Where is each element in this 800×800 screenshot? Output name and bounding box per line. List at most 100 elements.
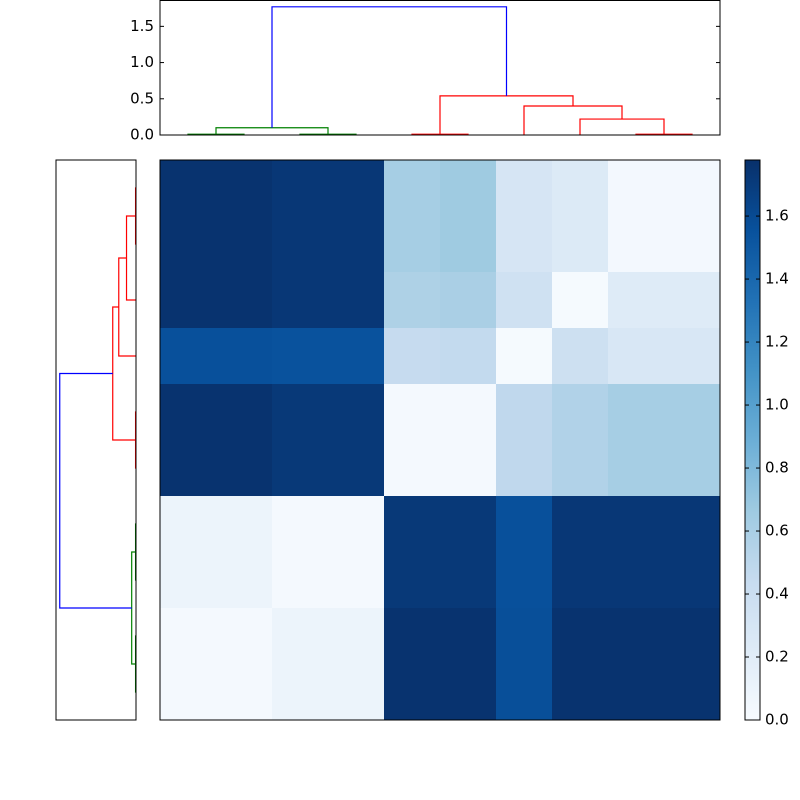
colorbar-tick-label: 1.2 [765, 333, 789, 351]
heatmap-cell [552, 272, 609, 329]
heatmap-cell [552, 440, 609, 497]
heatmap-cell [440, 664, 497, 721]
heatmap-cell [608, 664, 665, 721]
heatmap-cell [608, 160, 665, 217]
heatmap-cell [328, 496, 385, 553]
heatmap-cell [496, 272, 553, 329]
heatmap-cell [328, 608, 385, 665]
heatmap-cell [272, 496, 329, 553]
colorbar-tick-label: 1.4 [765, 270, 789, 288]
heatmap-cell [664, 216, 721, 273]
colorbar-tick-label: 0.4 [765, 585, 789, 603]
heatmap-cell [384, 440, 441, 497]
heatmap-cell [272, 328, 329, 385]
heatmap-cell [216, 664, 273, 721]
heatmap-cell [496, 440, 553, 497]
y-tick-label: 1.5 [130, 17, 154, 35]
heatmap-cell [440, 160, 497, 217]
colorbar-tick-label: 1.6 [765, 207, 789, 225]
heatmap-cell [272, 160, 329, 217]
heatmap-cell [160, 552, 217, 609]
heatmap-cell [608, 216, 665, 273]
heatmap-cell [496, 160, 553, 217]
dendrogram-link [215, 127, 329, 135]
heatmap-cell [664, 496, 721, 553]
dendrogram-link [125, 215, 136, 301]
heatmap-cell [216, 216, 273, 273]
heatmap-cell [384, 552, 441, 609]
heatmap-cell [216, 328, 273, 385]
heatmap-cell [160, 440, 217, 497]
heatmap-cell [160, 272, 217, 329]
heatmap-cell [160, 328, 217, 385]
dendrogram-link [523, 105, 623, 135]
axes-frame [55, 159, 137, 721]
heatmap-cell [328, 272, 385, 329]
colorbar-tick-label: 0.8 [765, 459, 789, 477]
heatmap-cell [160, 384, 217, 441]
heatmap-cell [664, 160, 721, 217]
axes-frame [159, 0, 721, 136]
heatmap-cell [496, 608, 553, 665]
heatmap-cell [384, 384, 441, 441]
colorbar [744, 159, 761, 721]
heatmap-cell [328, 664, 385, 721]
heatmap-cell [216, 272, 273, 329]
heatmap-cell [216, 552, 273, 609]
heatmap-cell [552, 608, 609, 665]
heatmap-cell [272, 608, 329, 665]
dendrogram-link [439, 95, 574, 135]
heatmap-cell [216, 384, 273, 441]
heatmap-cell [384, 664, 441, 721]
dendrogram-link [271, 6, 508, 128]
heatmap-cell [608, 552, 665, 609]
heatmap-cell [272, 664, 329, 721]
heatmap-cell [440, 216, 497, 273]
heatmap-cell [160, 608, 217, 665]
heatmap-cell [608, 440, 665, 497]
colorbar-tick-label: 1.0 [765, 396, 789, 414]
heatmap-cell [328, 552, 385, 609]
heatmap-cell [216, 496, 273, 553]
heatmap-cell [272, 552, 329, 609]
heatmap-cell [664, 328, 721, 385]
heatmap-cell [272, 384, 329, 441]
heatmap-cell [552, 160, 609, 217]
heatmap-cell [160, 496, 217, 553]
colorbar-tick-label: 0.6 [765, 522, 789, 540]
heatmap-cell [664, 272, 721, 329]
y-tick-label: 1.0 [130, 53, 154, 71]
heatmap-cell [328, 216, 385, 273]
heatmap-cell [160, 664, 217, 721]
heatmap-cell [496, 384, 553, 441]
dendrogram-link [112, 306, 136, 441]
heatmap-cell [440, 496, 497, 553]
heatmap-cell [384, 216, 441, 273]
heatmap-cell [440, 608, 497, 665]
heatmap-cell [440, 552, 497, 609]
heatmap-cell [664, 384, 721, 441]
heatmap-cell [384, 496, 441, 553]
heatmap-cell [272, 272, 329, 329]
heatmap-cell [328, 440, 385, 497]
heatmap-cell [552, 496, 609, 553]
heatmap-cell [328, 328, 385, 385]
y-tick-label: 0.0 [130, 126, 154, 144]
heatmap-cell [440, 328, 497, 385]
heatmap-cell [272, 440, 329, 497]
dendrogram-link [579, 118, 665, 135]
heatmap-cell [608, 496, 665, 553]
heatmap-cell [496, 552, 553, 609]
heatmap-cell [552, 552, 609, 609]
heatmap-cell [216, 608, 273, 665]
colorbar-tick-label: 0.2 [765, 648, 789, 666]
dendrogram-link [118, 257, 136, 357]
heatmap-cell [496, 328, 553, 385]
dendrogram-link [59, 372, 132, 609]
heatmap-cell [664, 664, 721, 721]
heatmap-cell [160, 216, 217, 273]
y-tick-label: 0.5 [130, 89, 154, 107]
heatmap-cell [664, 440, 721, 497]
